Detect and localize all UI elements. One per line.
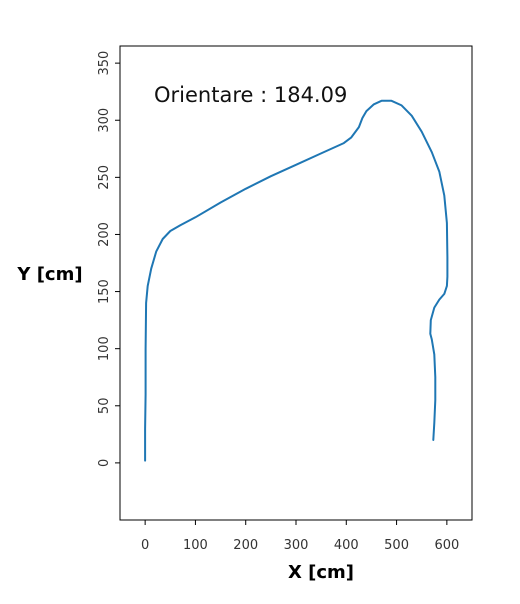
y-tick-label: 0 [97, 459, 112, 467]
x-axis-ticks: 0 100 200 300 400 500 600 [141, 520, 459, 553]
x-tick-label: 0 [141, 538, 149, 553]
x-axis-label: X [cm] [288, 562, 354, 583]
y-tick-label: 200 [97, 222, 112, 247]
y-tick-label: 300 [97, 108, 112, 133]
y-tick-label: 100 [97, 336, 112, 361]
y-axis-label: Y [cm] [16, 264, 82, 285]
x-tick-label: 300 [284, 538, 309, 553]
trajectory-line [144, 99, 449, 462]
x-tick-label: 200 [233, 538, 258, 553]
plot-frame [119, 45, 473, 521]
y-tick-label: 150 [97, 279, 112, 304]
orientation-annotation: Orientare : 184.09 [154, 83, 347, 107]
x-tick-label: 600 [434, 538, 459, 553]
x-tick-label: 400 [334, 538, 359, 553]
x-tick-label: 500 [384, 538, 409, 553]
y-tick-label: 350 [97, 51, 112, 76]
x-tick-label: 100 [183, 538, 208, 553]
y-tick-label: 50 [97, 398, 112, 415]
y-tick-label: 250 [97, 165, 112, 190]
y-axis-ticks: 0 50 100 150 200 250 300 350 [97, 51, 120, 467]
